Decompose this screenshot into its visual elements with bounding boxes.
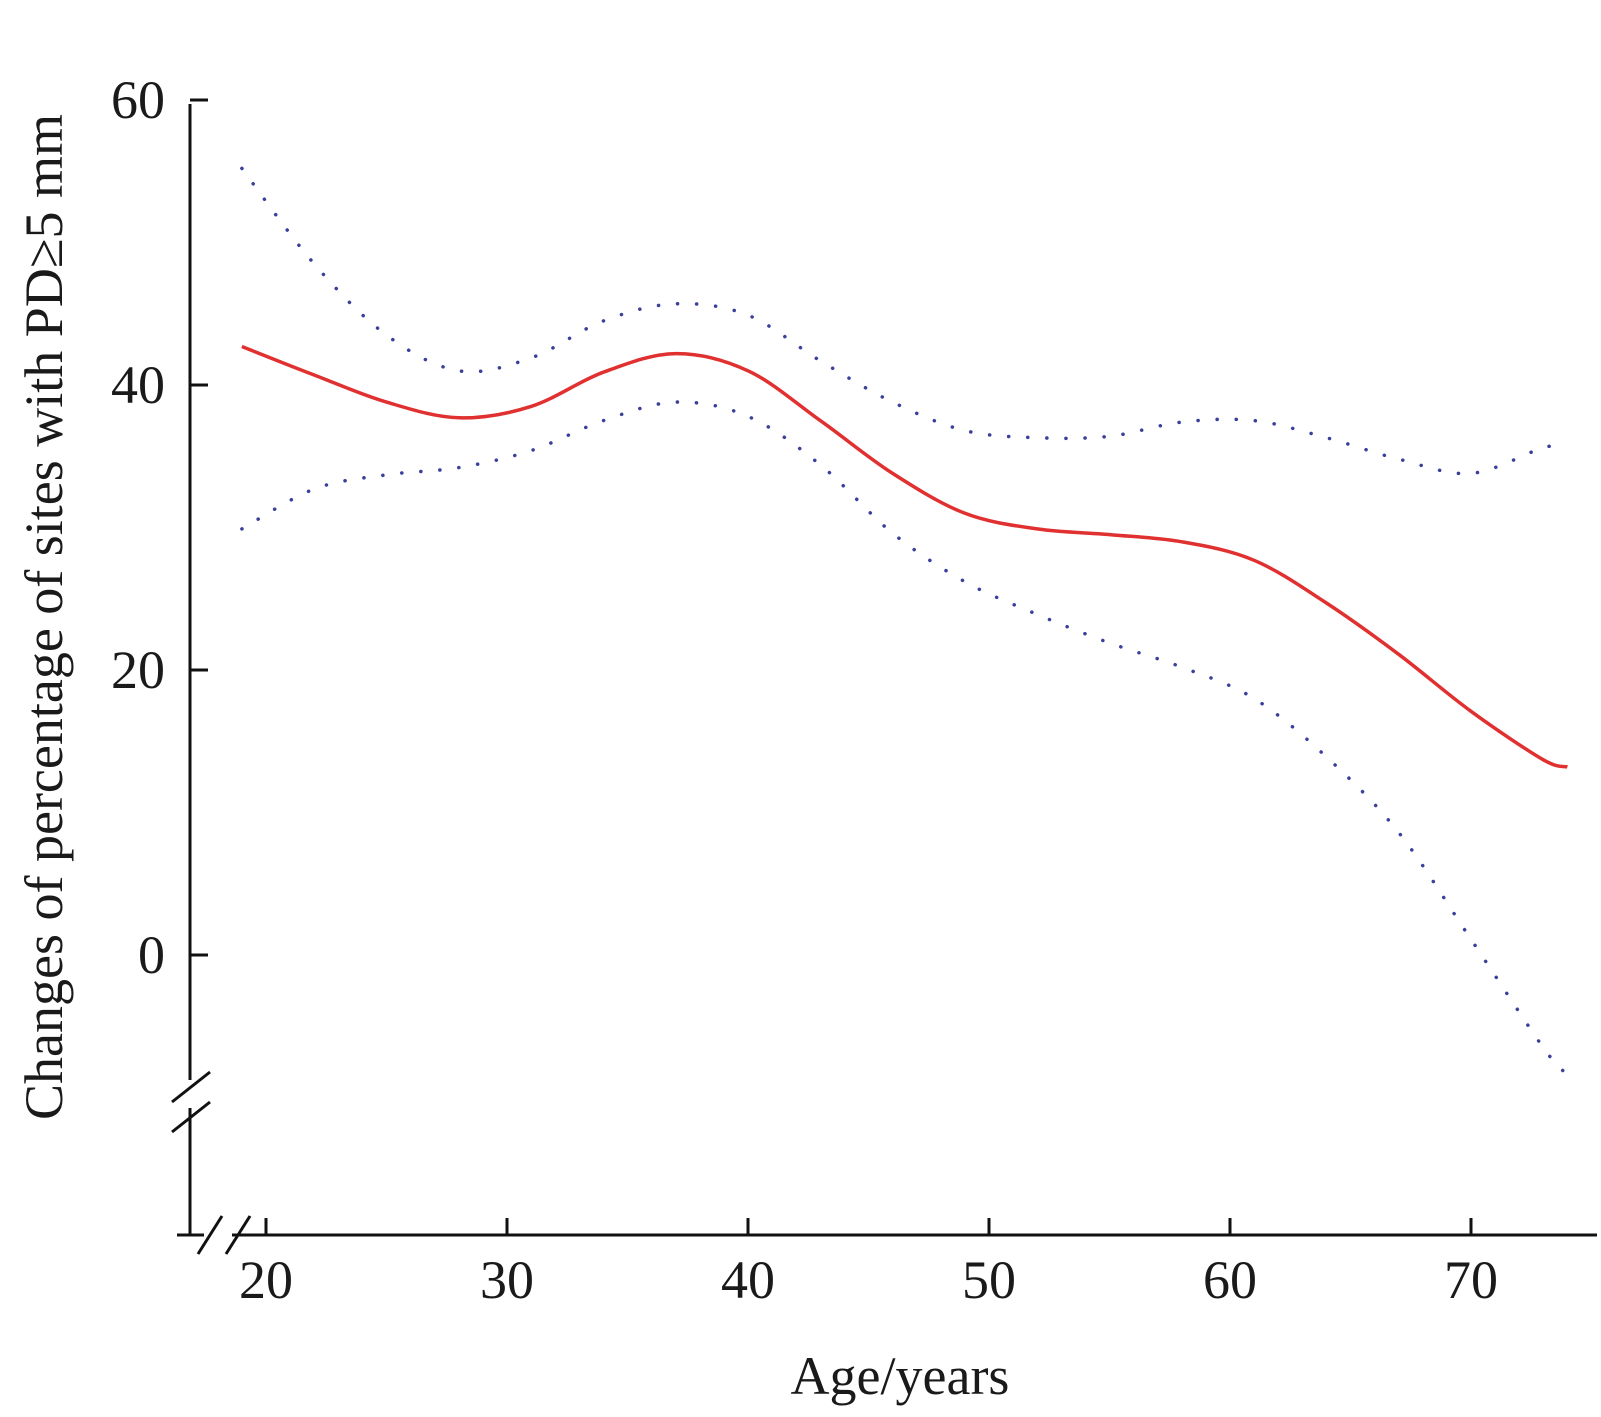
- ticks: 20 30 40 50 60 70 0 20 40 60: [111, 70, 1498, 1310]
- x-tick-label: 60: [1203, 1250, 1257, 1310]
- axes: [171, 104, 1597, 1255]
- x-tick-label: 20: [239, 1250, 293, 1310]
- y-tick-label: 60: [111, 70, 165, 130]
- y-tick-label: 40: [111, 355, 165, 415]
- x-tick-label: 30: [480, 1250, 534, 1310]
- x-tick-label: 70: [1444, 1250, 1498, 1310]
- lower-confidence-line: [240, 400, 1570, 1077]
- y-tick-label: 0: [138, 925, 165, 985]
- y-tick-label: 20: [111, 640, 165, 700]
- x-axis-break: [196, 1215, 252, 1255]
- y-axis-title: Changes of percentage of sites with PD≥5…: [14, 114, 74, 1120]
- x-tick-label: 40: [721, 1250, 775, 1310]
- series-layer: [240, 166, 1570, 1077]
- x-tick-label: 50: [962, 1250, 1016, 1310]
- fitted-curve-line: [241, 344, 1568, 769]
- upper-confidence-line: [240, 166, 1570, 476]
- x-axis-title: Age/years: [791, 1346, 1010, 1406]
- y-axis-break: [171, 1070, 211, 1134]
